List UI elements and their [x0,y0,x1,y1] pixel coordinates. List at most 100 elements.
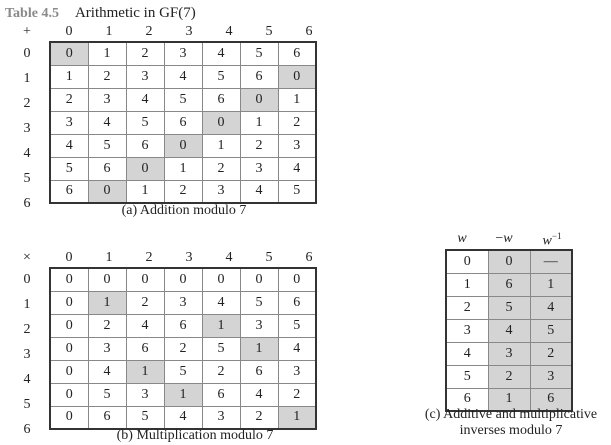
addition-row-header: 2 [23,96,31,111]
w-inverse-cell: 1 [529,272,573,297]
addition-col-header: 5 [265,24,273,39]
addition-row-header: 5 [23,171,31,186]
multiplication-cell: 5 [163,359,203,384]
multiplication-cell: 0 [49,382,89,407]
addition-cell: 0 [239,87,279,112]
addition-row-header: 6 [23,196,31,211]
multiplication-cell: 1 [163,382,203,407]
addition-cell: 5 [49,156,89,181]
inverses-row: 0 0— [445,249,573,274]
multiplication-cell: 5 [87,382,127,407]
multiplication-cell: 6 [239,359,279,384]
inverses-caption-line2: inverses modulo 7 [459,423,563,438]
multiplication-row-header: 6 [23,422,31,437]
addition-cell: 1 [49,64,89,89]
addition-cell: 5 [163,87,203,112]
addition-caption: (a) Addition modulo 7 [121,203,247,218]
multiplication-col-header: 3 [185,250,193,265]
multiplication-cell: 6 [163,313,203,338]
multiplication-cell: 3 [87,336,127,361]
addition-cell: 0 [125,156,165,181]
neg-w-cell: 0 [487,249,531,274]
w-inverse-header: w−1 [542,231,562,249]
multiplication-cell: 3 [163,290,203,315]
addition-cell: 3 [125,64,165,89]
multiplication-cell: 0 [277,267,317,292]
multiplication-cell: 0 [49,313,89,338]
table-heading: Table 4.5 Arithmetic in GF(7) [5,4,196,24]
multiplication-cell: 1 [125,359,165,384]
addition-cell: 3 [87,87,127,112]
multiplication-cell: 3 [277,359,317,384]
w-cell: 2 [445,295,489,320]
addition-col-header: 0 [65,24,73,39]
inverses-caption-line1: (c) Additive and multiplicative [424,407,598,422]
w-cell: 3 [445,318,489,343]
addition-col-header: 1 [105,24,113,39]
addition-cell: 6 [49,179,89,204]
multiplication-cell: 5 [125,405,165,430]
w-cell: 4 [445,341,489,366]
addition-cell: 4 [163,64,203,89]
addition-cell: 1 [87,41,127,66]
w-inverse-cell: — [529,249,573,274]
addition-cell: 4 [49,133,89,158]
addition-row-header: 1 [23,71,31,86]
addition-cell: 5 [125,110,165,135]
addition-col-header: 6 [305,24,313,39]
multiplication-cell: 2 [239,405,279,430]
addition-cell: 0 [201,110,241,135]
multiplication-cell: 6 [277,290,317,315]
multiplication-cell: 4 [201,290,241,315]
multiplication-cell: 5 [277,313,317,338]
addition-row-header: 4 [23,146,31,161]
addition-cell: 5 [277,179,317,204]
addition-cell: 2 [87,64,127,89]
multiplication-cell: 1 [277,405,317,430]
multiplication-cell: 6 [201,382,241,407]
addition-cell: 3 [277,133,317,158]
w-cell: 0 [445,249,489,274]
multiplication-cell: 0 [49,336,89,361]
addition-cell: 0 [277,64,317,89]
multiplication-cell: 6 [87,405,127,430]
w-inverse-cell: 4 [529,295,573,320]
addition-cell: 4 [201,41,241,66]
addition-cell: 2 [163,179,203,204]
addition-cell: 6 [87,156,127,181]
w-cell: 1 [445,272,489,297]
addition-cell: 2 [277,110,317,135]
multiplication-caption: (b) Multiplication modulo 7 [116,428,274,443]
multiplication-cell: 0 [49,359,89,384]
addition-cell: 5 [239,41,279,66]
addition-cell: 4 [239,179,279,204]
multiplication-col-header: 0 [65,250,73,265]
w-header: w [457,231,467,246]
multiplication-cell: 2 [163,336,203,361]
addition-operator: + [23,24,31,39]
addition-cell: 3 [239,156,279,181]
multiplication-cell: 0 [125,267,165,292]
multiplication-cell: 4 [163,405,203,430]
addition-cell: 0 [163,133,203,158]
table-label: Table 4.5 [5,6,59,21]
addition-col-header: 3 [185,24,193,39]
